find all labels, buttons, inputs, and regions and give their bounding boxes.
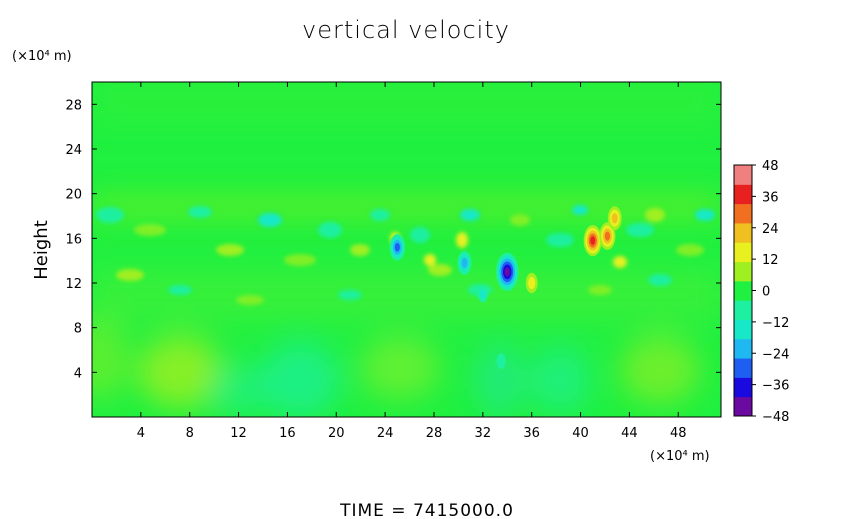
plot-frame xyxy=(91,81,722,418)
colorbar-swatch xyxy=(734,319,752,340)
colorbar-swatch xyxy=(734,203,752,224)
colorbar-swatch xyxy=(734,338,752,359)
x-tick-label: 40 xyxy=(572,426,589,441)
x-tick-label: 4 xyxy=(137,426,145,441)
colorbar-swatch xyxy=(734,358,752,378)
updraft-feature xyxy=(583,224,602,257)
colorbar-tick-label: 36 xyxy=(762,190,779,205)
feature-contour xyxy=(528,276,536,290)
velocity-features xyxy=(389,206,622,369)
feature-contour xyxy=(504,267,510,277)
colorbar-tick-label: 0 xyxy=(762,285,770,300)
y-tick-label: 16 xyxy=(65,232,82,247)
x-tick-label: 12 xyxy=(230,426,247,441)
y-tick-label: 12 xyxy=(65,277,82,292)
colorbar-tick-label: −24 xyxy=(762,347,789,362)
colorbar-tick-label: 24 xyxy=(762,222,779,237)
x-units-label: (×10⁴ m) xyxy=(650,449,710,464)
y-units-label: (×10⁴ m) xyxy=(12,49,72,64)
feature-contour xyxy=(590,236,596,245)
band-texture xyxy=(92,82,721,417)
x-tick-label: 20 xyxy=(328,426,345,441)
colorbar-swatch xyxy=(734,222,752,243)
colorbar-swatch xyxy=(734,280,752,301)
feature-contour xyxy=(394,242,400,252)
downdraft-feature xyxy=(496,353,506,369)
y-tick-label: 20 xyxy=(65,188,82,203)
x-tick-label: 32 xyxy=(475,426,492,441)
y-tick-label: 28 xyxy=(65,98,82,113)
x-tick-label: 44 xyxy=(621,426,638,441)
turbulent-layer xyxy=(96,205,715,305)
y-axis-label: Height xyxy=(31,220,52,280)
downdraft-feature xyxy=(389,234,406,261)
x-tick-label: 24 xyxy=(377,426,394,441)
x-axis-ticks: 4 8 12 16 20 24 28 32 36 40 44 48 xyxy=(137,82,687,441)
chart-title: vertical velocity xyxy=(302,16,510,44)
colorbar-tick-label: −36 xyxy=(762,379,789,394)
y-tick-label: 24 xyxy=(65,143,82,158)
x-tick-label: 16 xyxy=(279,426,296,441)
updraft-feature xyxy=(607,206,622,231)
colorbar-ticks: 48 36 24 12 0 −12 −24 −36 −48 xyxy=(752,159,789,425)
colorbar-tick-label: −48 xyxy=(762,410,789,425)
colorbar: 48 36 24 12 0 −12 −24 −36 −48 xyxy=(733,159,789,425)
colorbar-swatch xyxy=(734,377,752,398)
x-tick-label: 48 xyxy=(670,426,687,441)
colorbar-segments xyxy=(734,165,752,417)
colorbar-swatch xyxy=(734,242,752,263)
y-tick-label: 4 xyxy=(74,366,82,381)
colorbar-swatch xyxy=(734,165,752,185)
feature-contour xyxy=(479,289,486,300)
feature-contour xyxy=(496,353,506,369)
downdraft-feature xyxy=(477,285,488,303)
colorbar-tick-label: 12 xyxy=(762,253,779,268)
y-tick-label: 8 xyxy=(74,322,82,337)
x-tick-label: 36 xyxy=(523,426,540,441)
updraft-feature xyxy=(525,272,538,294)
downdraft-feature xyxy=(496,252,519,292)
colorbar-swatch xyxy=(734,396,752,417)
x-tick-label: 28 xyxy=(426,426,443,441)
feature-contour xyxy=(611,213,618,224)
feature-contour xyxy=(461,257,468,269)
colorbar-tick-label: −12 xyxy=(762,316,789,331)
colorbar-swatch xyxy=(734,300,752,320)
colorbar-tick-label: 48 xyxy=(762,159,779,174)
updraft-feature xyxy=(599,222,616,250)
time-label: TIME = 7415000.0 xyxy=(339,501,514,519)
downdraft-feature xyxy=(457,250,472,275)
colorbar-swatch xyxy=(734,261,752,282)
x-tick-label: 8 xyxy=(186,426,194,441)
y-axis-ticks: 4 8 12 16 20 24 28 xyxy=(65,98,721,381)
feature-contour xyxy=(604,231,611,241)
colorbar-swatch xyxy=(734,184,752,205)
